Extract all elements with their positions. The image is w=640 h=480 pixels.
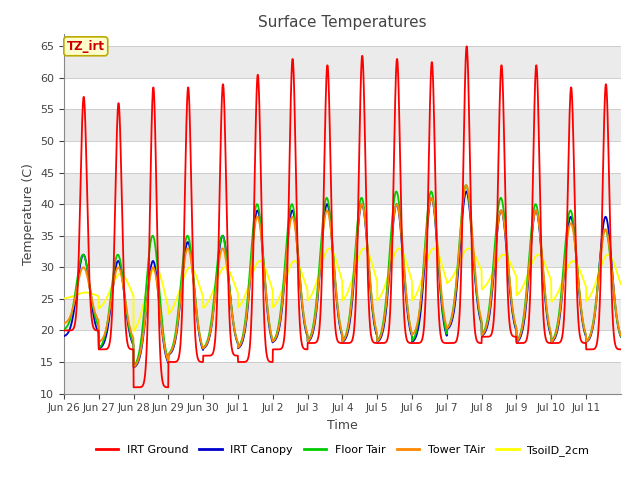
Y-axis label: Temperature (C): Temperature (C) [22, 163, 35, 264]
Bar [64, 236, 621, 267]
Bar [64, 299, 621, 330]
Title: Surface Temperatures: Surface Temperatures [258, 15, 427, 30]
Text: TZ_irt: TZ_irt [67, 40, 105, 53]
Bar [64, 172, 621, 204]
Legend: IRT Ground, IRT Canopy, Floor Tair, Tower TAir, TsoilD_2cm: IRT Ground, IRT Canopy, Floor Tair, Towe… [91, 440, 594, 460]
Bar [64, 109, 621, 141]
Bar [64, 362, 621, 394]
X-axis label: Time: Time [327, 419, 358, 432]
Bar [64, 46, 621, 78]
